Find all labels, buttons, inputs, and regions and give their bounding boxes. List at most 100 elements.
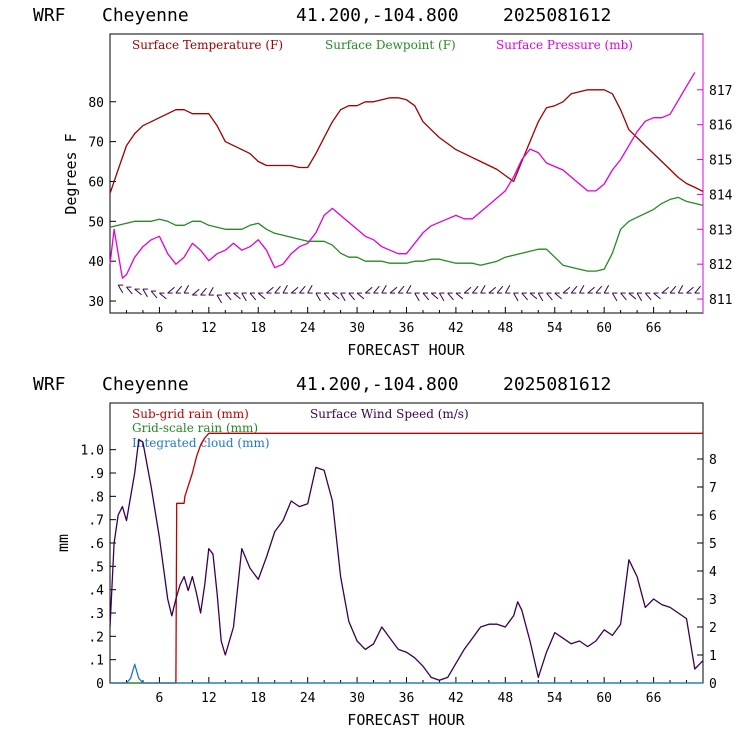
y-tick-label: .9 <box>88 467 104 482</box>
panel-1: WRF Cheyenne 41.200,-104.800 2025081612 … <box>33 5 733 359</box>
wind-barb <box>406 285 412 294</box>
wind-barb <box>570 285 578 294</box>
panel-1-run: 2025081612 <box>503 5 611 26</box>
series-line-surface-pressure-mb <box>109 72 696 279</box>
wind-barb <box>620 292 627 301</box>
y-tick-label: .8 <box>88 490 104 505</box>
wind-barb <box>611 292 618 302</box>
wind-barb <box>496 285 504 294</box>
x-tick-label: 24 <box>300 691 316 706</box>
y-tick-label: .2 <box>88 630 104 645</box>
panel-2-coords: 41.200,-104.800 <box>296 374 459 395</box>
y-tick-label: 70 <box>88 136 104 151</box>
y-tick-label: 0 <box>96 677 104 692</box>
wind-barb <box>340 292 346 302</box>
y-tick-label: .1 <box>88 654 104 669</box>
y2-tick-label: 4 <box>709 565 717 580</box>
x-tick-label: 66 <box>646 691 662 706</box>
wind-barb <box>224 292 232 301</box>
wind-barb <box>241 292 247 302</box>
wind-barb <box>233 292 241 300</box>
y2-tick-label: 816 <box>709 119 732 134</box>
y-tick-label: .5 <box>88 560 104 575</box>
x-tick-label: 12 <box>201 691 217 706</box>
y2-tick-label: 811 <box>709 293 732 308</box>
wind-barbs-row <box>117 284 701 304</box>
wind-barb <box>488 286 497 294</box>
legend-gridscale-rain: Grid-scale rain (mm) <box>132 421 258 435</box>
x-tick-label: 60 <box>596 691 612 706</box>
y2-tick-label: 2 <box>709 621 717 636</box>
wind-barb <box>653 292 661 300</box>
panel-2-x-axis-label: FORECAST HOUR <box>347 711 465 729</box>
panel-1-y-ticks: 30 40 50 60 70 80 <box>88 96 116 310</box>
x-tick-label: 48 <box>498 321 514 336</box>
y-tick-label: .7 <box>88 514 104 529</box>
wind-barb <box>117 284 124 294</box>
wind-barb <box>175 285 183 294</box>
wind-barb <box>529 292 538 300</box>
panel-2-run: 2025081612 <box>503 374 611 395</box>
wind-barb <box>669 285 677 294</box>
wind-barb <box>472 285 479 294</box>
x-tick-label: 42 <box>448 321 464 336</box>
x-tick-label: 30 <box>349 691 365 706</box>
wind-barb <box>595 285 603 294</box>
y-tick-label: 1.0 <box>81 444 104 459</box>
wind-barb <box>167 286 175 294</box>
wind-barb <box>537 292 544 302</box>
wind-barb <box>661 286 670 294</box>
y2-tick-label: 1 <box>709 649 717 664</box>
wind-barb <box>694 285 701 294</box>
y2-tick-label: 6 <box>709 509 717 524</box>
y-tick-label: 30 <box>88 295 104 310</box>
wind-barb <box>159 292 167 300</box>
wind-barb <box>521 292 528 301</box>
x-tick-label: 36 <box>399 691 415 706</box>
y2-tick-label: 3 <box>709 593 717 608</box>
wind-barb <box>636 292 643 302</box>
panel-1-series <box>109 72 704 279</box>
x-tick-label: 12 <box>201 321 217 336</box>
wind-barb <box>290 286 299 294</box>
y-tick-label: 60 <box>88 175 104 190</box>
series-line-integrated-cloud-mm <box>110 663 703 684</box>
wind-barb <box>200 287 207 296</box>
x-tick-label: 18 <box>250 691 266 706</box>
wind-barb <box>579 285 585 294</box>
legend-integrated-cloud: Integrated cloud (mm) <box>132 436 270 450</box>
y-tick-label: 40 <box>88 255 104 270</box>
x-tick-label: 54 <box>547 321 563 336</box>
panel-2-y-axis-label: mm <box>54 534 72 552</box>
wind-barb <box>686 286 694 294</box>
wind-barb <box>192 288 200 296</box>
y2-tick-label: 5 <box>709 537 717 552</box>
panel-2: WRF Cheyenne 41.200,-104.800 2025081612 … <box>33 374 717 729</box>
wind-barb <box>307 285 313 294</box>
wind-barb <box>150 290 158 299</box>
y2-tick-label: 814 <box>709 188 733 203</box>
wind-barb <box>439 292 445 302</box>
wind-barb <box>348 292 356 301</box>
x-tick-label: 30 <box>349 321 365 336</box>
x-tick-label: 36 <box>399 321 415 336</box>
wind-barb <box>323 292 331 301</box>
x-tick-label: 6 <box>156 321 164 336</box>
panel-1-x-axis-label: FORECAST HOUR <box>347 341 465 359</box>
wind-barb <box>562 286 571 294</box>
wind-barb <box>677 285 684 294</box>
wind-barb <box>216 294 223 304</box>
x-tick-label: 48 <box>498 691 514 706</box>
wind-barb <box>332 292 340 300</box>
wind-barb <box>587 286 595 294</box>
x-tick-label: 6 <box>156 691 164 706</box>
x-tick-label: 24 <box>300 321 316 336</box>
wind-barb <box>554 292 562 300</box>
wind-barb <box>126 286 133 295</box>
wind-barb <box>513 292 519 302</box>
legend-temperature: Surface Temperature (F) <box>132 38 283 52</box>
x-tick-label: 18 <box>250 321 266 336</box>
panel-1-station: Cheyenne <box>102 5 189 26</box>
y2-tick-label: 812 <box>709 258 732 273</box>
